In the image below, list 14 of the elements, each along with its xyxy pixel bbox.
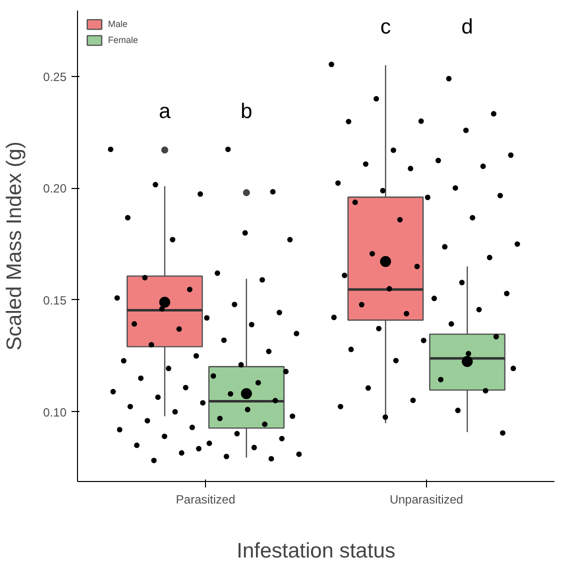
x-axis-title: Infestation status [236, 540, 396, 562]
annotation: a [158, 100, 171, 124]
legend-label: Male [108, 19, 128, 29]
y-tick-label: 0.25 [43, 70, 67, 84]
legend-label: Female [108, 35, 138, 45]
annotation: c [380, 15, 391, 38]
x-tick-label: Unparasitized [390, 492, 464, 506]
x-tick-label: Parasitized [176, 492, 236, 506]
y-tick-label: 0.20 [43, 182, 67, 196]
annotation: d [461, 15, 474, 38]
annotation: b [240, 100, 252, 124]
y-axis-title: Scaled Mass Index (g) [3, 142, 26, 350]
y-tick-label: 0.15 [43, 293, 67, 308]
y-tick-label: 0.10 [43, 405, 67, 420]
